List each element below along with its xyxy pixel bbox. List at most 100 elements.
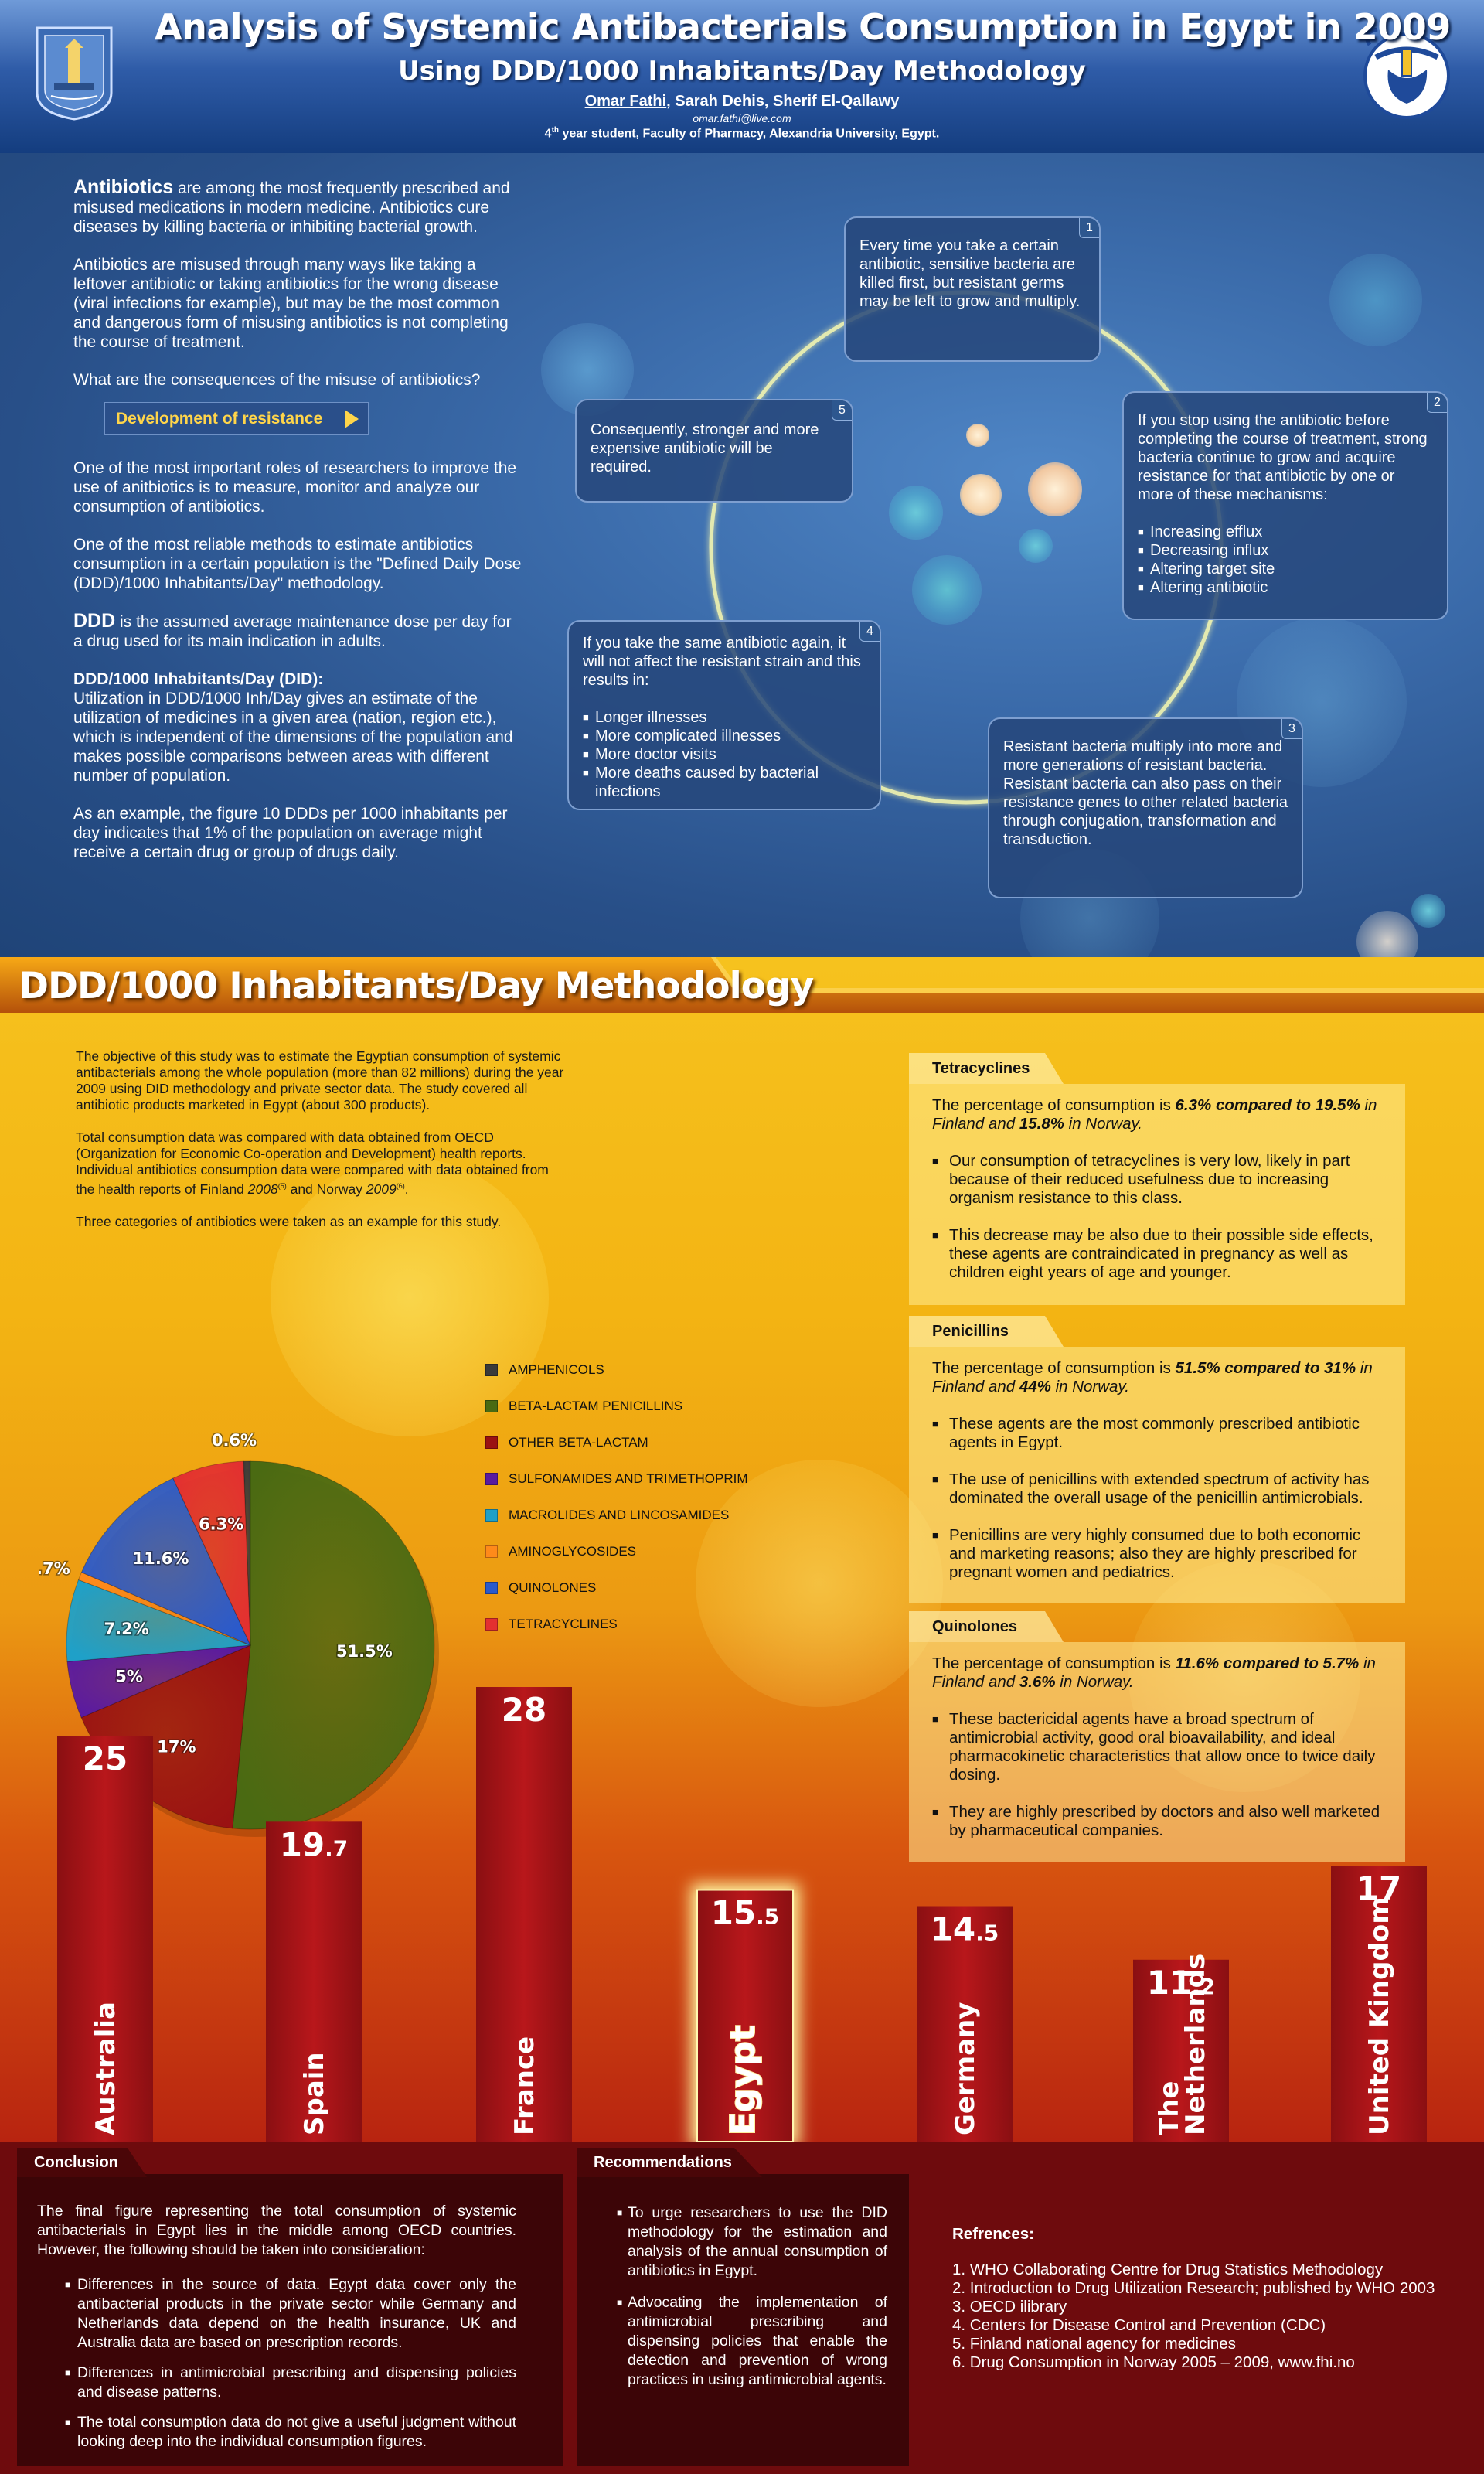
step-number: 2 [1427, 393, 1447, 413]
legend-label: AMINOGLYCOSIDES [509, 1543, 636, 1559]
reference-item: 2. Introduction to Drug Utilization Rese… [952, 2279, 1435, 2297]
decor-bubble [966, 424, 989, 447]
intro-p4: One of the most important roles of resea… [73, 459, 517, 516]
bar-value-label: 25 [83, 1740, 128, 1777]
list-item: Longer illnesses [583, 708, 866, 727]
pie-slice-label: 0.7% [39, 1559, 70, 1578]
poster-header: Analysis of Systemic Antibacterials Cons… [0, 0, 1484, 153]
legend-item: TETRACYCLINES [485, 1606, 810, 1642]
recommendations-text: To urge researchers to use the DID metho… [617, 2203, 887, 2402]
intro-p2: Antibiotics are misused through many way… [73, 256, 509, 351]
dev-res-text: Development of resistance [116, 410, 323, 428]
pie-slice-label: 6.3% [199, 1515, 243, 1534]
tetracyclines-list: Our consumption of tetracyclines is very… [932, 1152, 1382, 1282]
bar-category-label: Spain [299, 2052, 330, 2135]
bar-value-label: 11.2 [1147, 1964, 1216, 2002]
pie-slice [77, 1572, 251, 1646]
decor-glow [271, 1158, 549, 1436]
tab-penicillins: Penicillins [909, 1316, 1064, 1347]
bar [1133, 1959, 1229, 2142]
affil-year: 4 [544, 127, 552, 141]
objective-p2-a: Total consumption data was compared with… [76, 1130, 549, 1197]
list-item: The total consumption data do not give a… [65, 2413, 516, 2452]
step-text: Resistant bacteria multiply into more an… [1003, 738, 1288, 848]
objective-p2: Total consumption data was compared with… [76, 1130, 570, 1198]
legend-swatch [485, 1436, 498, 1449]
intro-p6: is the assumed average maintenance dose … [73, 613, 512, 650]
author-line: Omar Fathi, Sarah Dehis, Sherif El-Qalla… [155, 93, 1329, 111]
bar-value-label: 17 [1356, 1869, 1401, 1907]
poster-title: Analysis of Systemic Antibacterials Cons… [155, 6, 1451, 48]
recommendations-list: To urge researchers to use the DID metho… [617, 2203, 887, 2390]
co-authors: , Sarah Dehis, Sherif El-Qallawy [666, 93, 900, 110]
cycle-step-1: 1 Every time you take a certain antibiot… [844, 216, 1101, 362]
first-author: Omar Fathi [584, 93, 667, 110]
methodology-section: DDD/1000 Inhabitants/Day Methodology The… [0, 957, 1484, 2142]
tab-conclusion: Conclusion [17, 2148, 147, 2177]
pie-slice-label: 17% [157, 1738, 196, 1757]
conclusions-section: Conclusion The final figure representing… [0, 2142, 1484, 2474]
step-text: Every time you take a certain antibiotic… [859, 237, 1081, 310]
summary-b: in Finland and [932, 1654, 1376, 1691]
legend-swatch [485, 1508, 498, 1522]
legend-label: QUINOLONES [509, 1579, 597, 1595]
country-consumption-bar-chart: 25 Australia 19.7 Spain 28 France 15.5 Egypt 14.… [57, 1687, 1427, 2142]
bar [476, 1687, 572, 2142]
ref-marker: (5) [277, 1182, 287, 1190]
intro-text: Antibiotics are among the most frequentl… [73, 178, 522, 881]
legend-swatch [485, 1472, 498, 1485]
antibiotics-term: Antibiotics [73, 176, 174, 198]
poster-subtitle: Using DDD/1000 Inhabitants/Day Methodolo… [398, 56, 1086, 87]
summary-value: 6.3% compared to 19.5% [1175, 1096, 1360, 1114]
did-term: DDD/1000 Inhabitants/Day (DID): [73, 670, 324, 688]
pie-slice-label: 0.6% [212, 1431, 257, 1450]
summary-value2: 44% [1019, 1378, 1051, 1395]
intro-question: What are the consequences of the misuse … [73, 371, 481, 389]
legend-label: BETA-LACTAM PENICILLINS [509, 1398, 683, 1413]
decor-glow [696, 1460, 943, 1707]
references-title: Refrences: [952, 2225, 1034, 2243]
objective-p3: Three categories of antibiotics were tak… [76, 1213, 502, 1229]
legend-item: QUINOLONES [485, 1569, 810, 1606]
bar-value-label: 15.5 [711, 1894, 780, 1932]
affil-text: year student, Faculty of Pharmacy, Alexa… [559, 127, 940, 141]
summary-a: The percentage of consumption is [932, 1654, 1176, 1672]
pie-slice-label: 7.2% [104, 1620, 149, 1638]
objective-p2-c: . [404, 1181, 409, 1197]
bar [1331, 1866, 1427, 2142]
legend-item: AMINOGLYCOSIDES [485, 1533, 810, 1569]
summary-a: The percentage of consumption is [932, 1096, 1176, 1114]
pie-slice [232, 1460, 435, 1830]
bar-value-label: 14.5 [931, 1910, 999, 1948]
conclusion-intro: The final figure representing the total … [37, 2203, 516, 2258]
summary-c: in Norway. [1055, 1673, 1134, 1691]
step-number: 5 [832, 400, 852, 421]
summary-value: 11.6% compared to 5.7% [1175, 1654, 1360, 1672]
intro-section: Antibiotics are among the most frequentl… [0, 153, 1484, 957]
university-seal-logo [36, 26, 113, 121]
list-item: These bactericidal agents have a broad s… [932, 1710, 1382, 1784]
penicillins-box: The percentage of consumption is 51.5% c… [909, 1347, 1405, 1603]
bar-category-label: United Kingdom [1364, 1896, 1395, 2135]
legend-item: OTHER BETA-LACTAM [485, 1424, 810, 1460]
conclusion-text: The final figure representing the total … [37, 2202, 516, 2462]
summary-a: The percentage of consumption is [932, 1359, 1176, 1377]
tab-recommendations: Recommendations [577, 2148, 762, 2177]
reference-item: 4. Centers for Disease Control and Preve… [952, 2316, 1326, 2334]
cycle-step-5: 5 Consequently, stronger and more expens… [575, 399, 853, 503]
bar-category-label: TheNetherlands [1154, 1954, 1211, 2135]
norway-year: 2009 [366, 1181, 397, 1197]
methodology-title: DDD/1000 Inhabitants/Day Methodology [19, 965, 814, 1007]
reference-item: 1. WHO Collaborating Centre for Drug Sta… [952, 2261, 1384, 2278]
pie-slice [80, 1477, 252, 1646]
play-arrow-icon [345, 410, 359, 428]
bar-value-label: 19.7 [280, 1825, 349, 1863]
legend-swatch [485, 1399, 498, 1412]
list-item: Our consumption of tetracyclines is very… [932, 1152, 1382, 1208]
legend-swatch [485, 1617, 498, 1631]
mechanisms-list: Increasing efflux Decreasing influx Alte… [1138, 523, 1433, 597]
decor-bubble [1411, 894, 1445, 928]
list-item: Advocating the implementation of antimic… [617, 2293, 887, 2390]
step-text: Consequently, stronger and more expensiv… [591, 421, 819, 475]
reference-item: 6. Drug Consumption in Norway 2005 – 200… [952, 2353, 1355, 2371]
